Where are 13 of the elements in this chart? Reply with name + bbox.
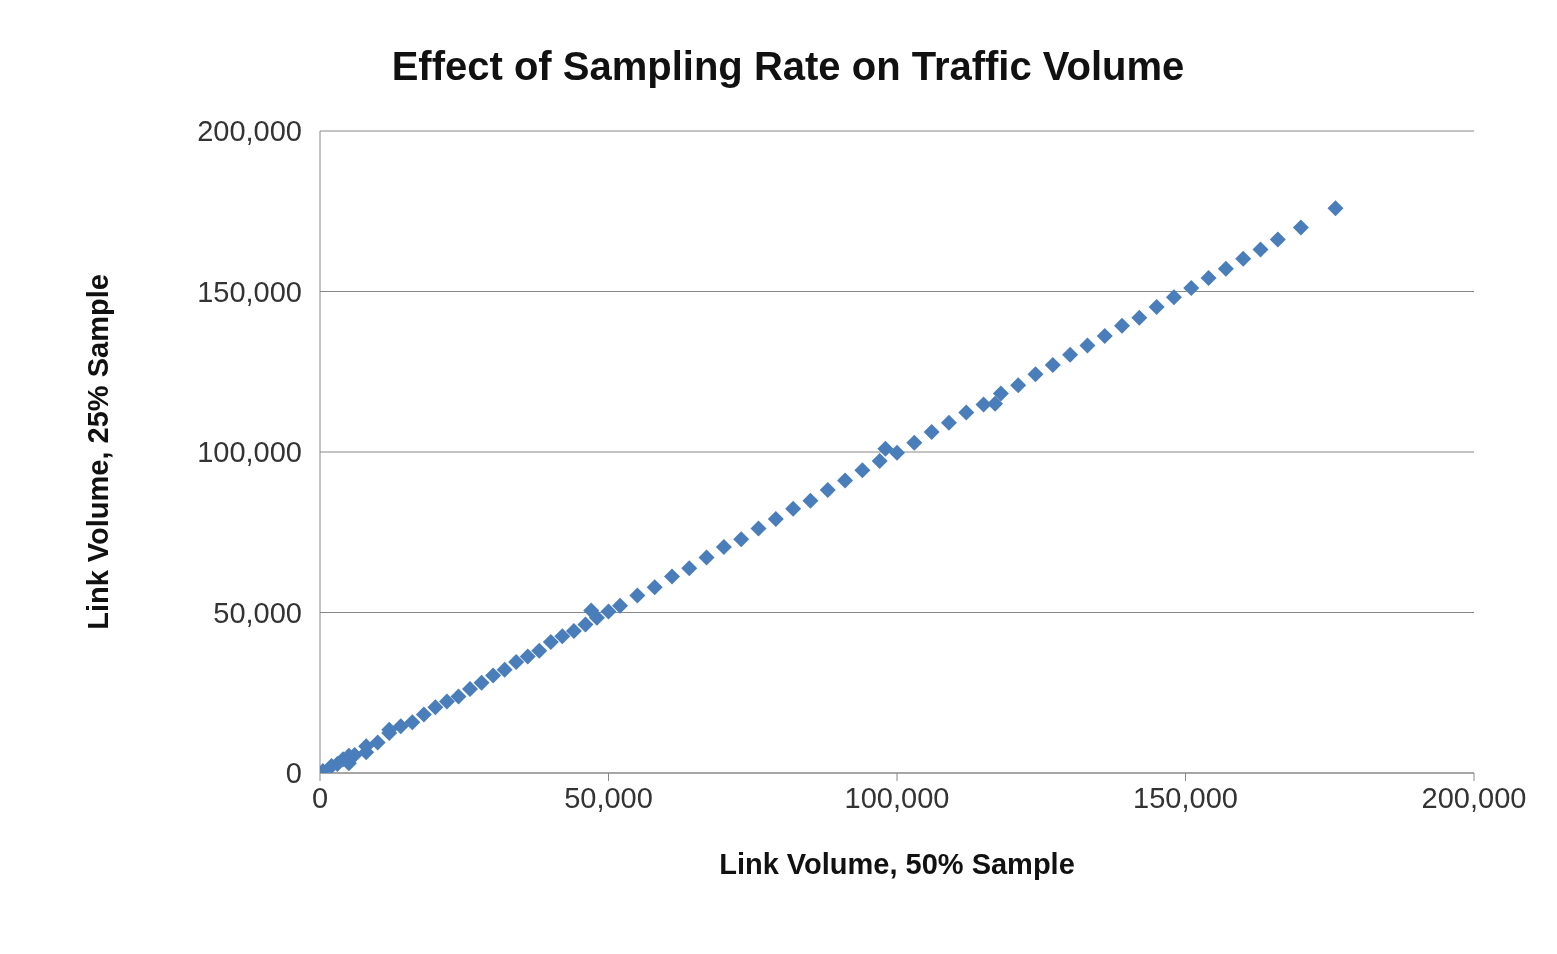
y-tick-label: 0 xyxy=(285,757,302,790)
y-tick-label: 50,000 xyxy=(213,596,302,629)
chart-title: Effect of Sampling Rate on Traffic Volume xyxy=(390,44,1186,89)
y-tick-label: 100,000 xyxy=(197,436,302,469)
y-tick-label: 200,000 xyxy=(197,115,302,148)
y-axis-title: Link Volume, 25% Sample xyxy=(82,274,115,630)
x-tick-label: 50,000 xyxy=(564,781,653,814)
x-axis-title: Link Volume, 50% Sample xyxy=(719,848,1075,880)
x-tick-label: 0 xyxy=(311,781,329,814)
x-tick-label: 100,000 xyxy=(844,781,950,814)
y-tick-label: 150,000 xyxy=(197,275,302,308)
x-tick-label: 200,000 xyxy=(1421,781,1527,814)
x-tick-label: 150,000 xyxy=(1133,781,1238,814)
